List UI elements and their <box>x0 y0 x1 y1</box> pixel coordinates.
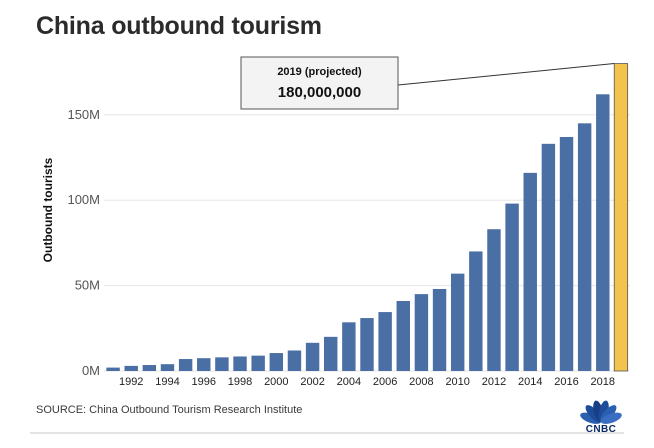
bar <box>577 123 592 371</box>
bar-projected <box>613 63 629 372</box>
bar <box>142 365 157 371</box>
x-tick-label: 1992 <box>119 376 143 388</box>
bar <box>378 312 392 371</box>
x-tick-label: 2002 <box>300 376 324 388</box>
bar <box>450 273 465 371</box>
x-tick-label: 2000 <box>264 376 288 388</box>
x-tick-label: 2008 <box>409 376 433 388</box>
x-tick-label: 1998 <box>228 376 252 388</box>
cnbc-logo: CNBC <box>572 392 632 438</box>
bar <box>106 367 120 371</box>
bar <box>505 203 519 371</box>
x-tick-label: 2018 <box>591 376 615 388</box>
bar <box>559 136 574 371</box>
bar <box>396 300 410 371</box>
bar <box>197 358 211 371</box>
x-axis-ticks: 1992 1994 1996 1998 2000 2002 2004 2006 2008 2010… <box>119 376 615 388</box>
y-tick-label: 50M <box>75 278 100 293</box>
bar <box>541 143 556 371</box>
projection-callout: 2019 (projected) 180,000,000 <box>240 56 615 110</box>
bar <box>160 364 175 371</box>
bar <box>487 229 501 371</box>
bar <box>305 342 320 371</box>
x-tick-label: 2016 <box>554 376 578 388</box>
x-tick-label: 2012 <box>482 376 506 388</box>
bar <box>215 357 229 371</box>
y-axis-ticks: 0M 50M 100M 150M <box>67 107 100 378</box>
bars <box>106 63 629 372</box>
bar <box>269 353 284 371</box>
bar <box>287 350 302 371</box>
bar <box>469 251 483 371</box>
callout-value: 180,000,000 <box>278 84 361 101</box>
bar <box>178 359 193 371</box>
callout-box <box>240 56 399 110</box>
source-note: SOURCE: China Outbound Tourism Research … <box>36 404 303 416</box>
chart-title: China outbound tourism <box>36 12 322 40</box>
bar <box>596 94 610 371</box>
x-tick-label: 1996 <box>192 376 216 388</box>
logo-wordmark: CNBC <box>585 424 617 435</box>
y-tick-label: 100M <box>67 192 100 207</box>
x-tick-label: 2014 <box>518 376 542 388</box>
bar <box>414 294 429 371</box>
bar <box>360 318 374 371</box>
x-tick-label: 2006 <box>373 376 397 388</box>
x-tick-label: 2010 <box>445 376 469 388</box>
x-tick-label: 1994 <box>155 376 179 388</box>
callout-heading: 2019 (projected) <box>277 66 362 78</box>
bar <box>251 355 265 371</box>
bottom-divider <box>30 432 624 434</box>
bar <box>233 356 247 371</box>
bar <box>432 289 447 371</box>
y-tick-label: 150M <box>67 107 100 122</box>
bar <box>124 365 138 371</box>
x-tick-label: 2004 <box>337 376 361 388</box>
peacock-icon <box>580 400 622 424</box>
bar <box>324 336 338 371</box>
callout-leader-line <box>397 63 615 86</box>
y-axis-label: Outbound tourists <box>41 157 55 262</box>
bar <box>342 322 356 371</box>
y-tick-label: 0M <box>82 363 100 378</box>
bar <box>523 172 537 371</box>
